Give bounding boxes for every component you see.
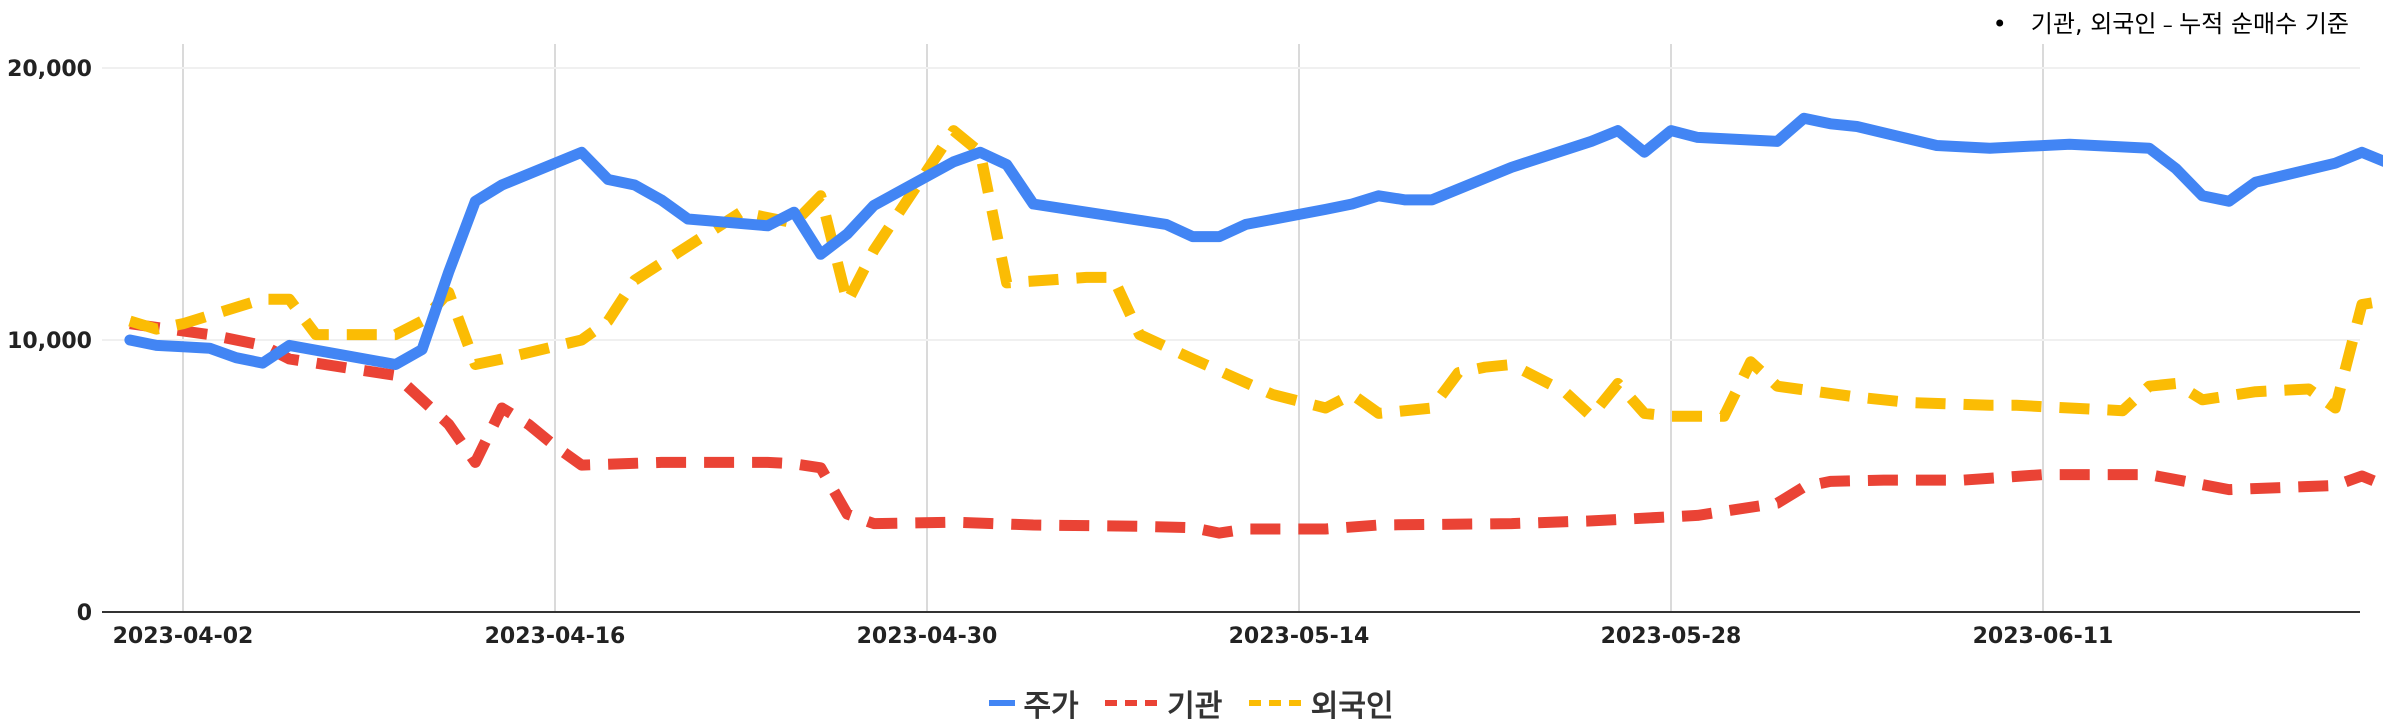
tick-layer: 0 10,000 20,000 2023-04-02 2023-04-16 2023-04… <box>7 57 2113 649</box>
grid-layer <box>102 44 2360 613</box>
series-layer <box>124 112 2383 539</box>
legend-swatch-foreign <box>1248 700 1303 706</box>
y-tick-label: 10,000 <box>7 329 92 354</box>
x-tick-label: 2023-06-11 <box>1973 624 2114 649</box>
legend-item-institution: 기관 <box>1105 681 1222 725</box>
legend-label-stock: 주가 <box>1023 689 1079 724</box>
legend-swatch-stock <box>989 700 1016 706</box>
legend-label-institution: 기관 <box>1167 689 1223 724</box>
x-tick-label: 2023-04-02 <box>113 624 254 649</box>
legend-swatch-institution <box>1105 700 1160 706</box>
series-line-2 <box>128 125 2383 422</box>
x-tick-label: 2023-04-16 <box>485 624 626 649</box>
y-tick-label: 20,000 <box>7 57 92 82</box>
legend-label-foreign: 외국인 <box>1310 689 1394 724</box>
series-line-1 <box>129 318 2383 539</box>
x-tick-label: 2023-05-14 <box>1229 624 1370 649</box>
annotation-sub-text: 누적 순매수 기준 <box>2179 10 2349 38</box>
x-tick-label: 2023-05-28 <box>1601 624 1742 649</box>
series-line-0 <box>124 112 2383 370</box>
legend-item-foreign: 외국인 <box>1248 681 1394 725</box>
y-tick-label: 0 <box>77 601 92 626</box>
bullet-glyph: • <box>1992 10 2007 38</box>
chart-annotation: • 기관, 외국인 – 누적 순매수 기준 <box>1993 4 2349 39</box>
annotation-dash: – <box>2156 13 2180 37</box>
chart-legend: 주가 기관 외국인 <box>0 680 2383 725</box>
annotation-main-text: 기관, 외국인 <box>2030 10 2157 38</box>
x-tick-label: 2023-04-30 <box>857 624 998 649</box>
legend-item-stock: 주가 <box>989 681 1079 725</box>
